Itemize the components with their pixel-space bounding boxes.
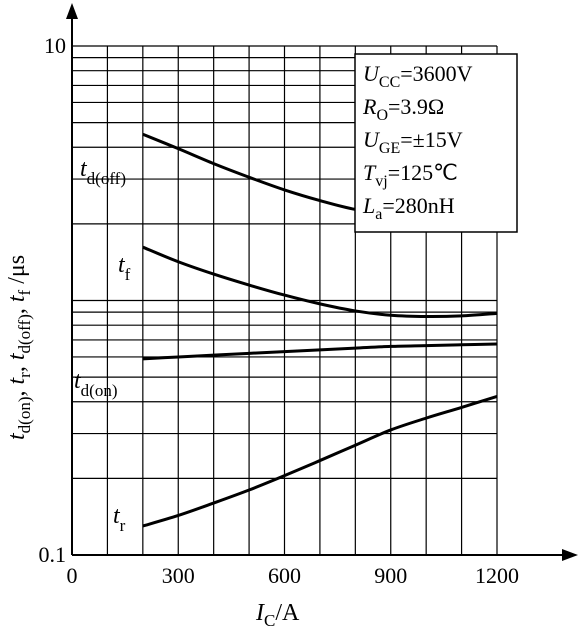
x-axis-arrow-icon bbox=[562, 549, 578, 561]
series-line-t_d(on) bbox=[142, 342, 498, 361]
condition-line: UCC=3600V bbox=[363, 61, 473, 91]
y-tick-label: 0.1 bbox=[39, 542, 67, 567]
series-labels: td(off) tf td(on) tr bbox=[74, 156, 131, 535]
conditions-box-frame bbox=[354, 53, 518, 233]
x-tick-label: 1200 bbox=[475, 563, 519, 588]
series-line-t_f bbox=[142, 245, 498, 319]
x-tick-label: 600 bbox=[268, 563, 301, 588]
x-tick-label: 900 bbox=[374, 563, 407, 588]
condition-line: UGE=±15V bbox=[363, 127, 463, 157]
series-label-t_r: tr bbox=[113, 503, 126, 535]
condition-line: RO=3.9Ω bbox=[362, 94, 444, 124]
series-label-t_d(off): td(off) bbox=[80, 156, 126, 188]
condition-line: La=280nH bbox=[362, 193, 455, 223]
condition-line: Tvj=125℃ bbox=[363, 160, 458, 190]
y-axis-arrow-icon bbox=[66, 3, 78, 19]
tick-labels: 0 300 600 900 1200 10 0.1 bbox=[39, 33, 520, 588]
x-tick-label: 300 bbox=[162, 563, 195, 588]
y-tick-label: 10 bbox=[44, 33, 66, 58]
x-axis-title-sub: C bbox=[264, 611, 275, 630]
x-axis-title-symbol: I bbox=[255, 600, 265, 626]
series-line-t_r bbox=[142, 394, 498, 528]
series-label-t_f: tf bbox=[118, 252, 131, 284]
series-label-t_d(on): td(on) bbox=[74, 368, 118, 400]
x-axis-title-unit: /A bbox=[275, 600, 300, 626]
y-axis-title: td(on), tr, td(off), tf /μs bbox=[4, 255, 34, 440]
x-axis-title: IC/A bbox=[255, 600, 300, 630]
x-tick-label: 0 bbox=[67, 563, 78, 588]
